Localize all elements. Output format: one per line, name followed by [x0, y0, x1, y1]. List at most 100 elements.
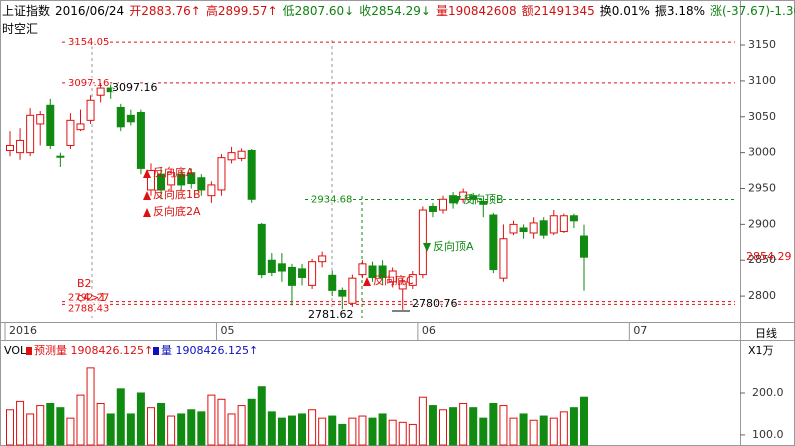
- volume-bar: [328, 415, 337, 446]
- volume-bar: [157, 402, 166, 446]
- candle-body: [549, 215, 558, 234]
- y-tick-label: 3000: [748, 146, 776, 159]
- signal-marker: [143, 169, 151, 178]
- signal-marker: [143, 208, 151, 217]
- candle-body: [26, 114, 35, 154]
- quote-field: 低2807.60↓: [282, 4, 355, 18]
- volume-bar: [86, 367, 95, 446]
- y-tick-label: 2950: [748, 182, 776, 195]
- candle-body: [116, 106, 125, 128]
- period-label: 日线: [755, 326, 777, 340]
- quote-field: 涨(-37.67)-1.30%: [710, 4, 795, 18]
- volume-bar: [579, 396, 588, 446]
- signal-label: 反向底C: [373, 273, 414, 287]
- candle-body: [479, 200, 488, 205]
- candle-body: [247, 149, 256, 200]
- volume-bar: [257, 386, 266, 446]
- candle-body: [106, 87, 115, 93]
- candle-body: [76, 123, 85, 131]
- volume-bar: [469, 407, 478, 446]
- volume-current: 量 1908426.125↑: [161, 344, 258, 357]
- y-tick-label: 3050: [748, 110, 776, 123]
- candle-body: [368, 265, 377, 278]
- volume-bar: [378, 413, 387, 446]
- volume-bar: [398, 421, 407, 446]
- volume-bar: [96, 402, 105, 446]
- quote-field: 高2899.57↑: [205, 4, 278, 18]
- volume-bar: [187, 409, 196, 446]
- volume-bar: [136, 392, 145, 446]
- volume-bar: [539, 415, 548, 446]
- volume-bar: [146, 407, 155, 446]
- volume-bar: [308, 409, 317, 446]
- volume-bar: [318, 417, 327, 446]
- volume-bar: [277, 417, 286, 446]
- quote-field: 换0.01%: [599, 4, 650, 18]
- extreme-label: 2781.62: [308, 308, 354, 321]
- y-tick-label: 200.0: [752, 386, 784, 399]
- volume-bar: [106, 413, 115, 446]
- candle-body: [569, 215, 578, 222]
- volume-bar: [569, 407, 578, 446]
- candle-body: [86, 99, 95, 121]
- volume-bar: [247, 398, 256, 446]
- candle-body: [338, 289, 347, 297]
- candle-body: [529, 222, 538, 234]
- signal-label: 反向底2A: [153, 204, 201, 218]
- volume-bar: [358, 415, 367, 446]
- volume-bar: [348, 417, 357, 446]
- signal-marker: [143, 191, 151, 200]
- quote-field: 开2883.76↑: [129, 4, 201, 18]
- volume-bar: [227, 413, 236, 446]
- candle-body: [348, 277, 357, 304]
- volume-bar: [509, 417, 518, 446]
- candle-body: [469, 195, 478, 200]
- candle-body: [519, 227, 528, 233]
- candle-body: [136, 111, 145, 169]
- signal-marker: [453, 196, 461, 205]
- signal-label: 反向底A: [153, 165, 194, 179]
- volume-title: VOL: [4, 344, 27, 357]
- volume-bar: [237, 405, 246, 446]
- candle-body: [227, 152, 236, 161]
- signal-label: 反向顶A: [433, 239, 474, 253]
- quote-header: 上证指数 2016/06/24 开2883.76↑ 高2899.57↑ 低2807.60…: [2, 2, 795, 19]
- signal-label: 反向底1B: [153, 187, 201, 201]
- candle-body: [328, 274, 337, 291]
- candle-body: [217, 157, 226, 191]
- volume-bar: [338, 423, 347, 446]
- candle-body: [388, 270, 397, 283]
- candle-body: [489, 214, 498, 271]
- legend-swatch: [153, 347, 159, 355]
- volume-bar: [287, 415, 296, 446]
- volume-bar: [459, 402, 468, 446]
- candle-body: [267, 259, 276, 273]
- candle-body: [207, 184, 216, 197]
- x-tick-label: 07: [633, 324, 647, 337]
- candle-body: [36, 114, 45, 125]
- volume-bar: [559, 411, 568, 446]
- legend-swatch: [26, 347, 32, 355]
- note: B2: [77, 277, 92, 290]
- candle-body: [277, 263, 286, 272]
- volume-bar: [439, 409, 448, 446]
- volume-bar: [116, 388, 125, 446]
- volume-bar: [408, 423, 417, 446]
- volume-bar: [6, 409, 14, 446]
- y-tick-label: 3150: [748, 38, 776, 51]
- y-tick-label: 3100: [748, 74, 776, 87]
- candle-body: [66, 119, 75, 146]
- candle-body: [418, 209, 427, 276]
- volume-bar: [76, 394, 85, 446]
- candle-body: [96, 87, 105, 96]
- volume-bar: [26, 413, 35, 446]
- candle-body: [298, 268, 307, 278]
- volume-bar: [207, 394, 216, 446]
- y-tick-label: 100.0: [752, 428, 784, 441]
- volume-bar: [167, 415, 176, 446]
- candle-body: [378, 265, 387, 278]
- signal-marker: [363, 277, 371, 286]
- volume-bar: [549, 417, 558, 446]
